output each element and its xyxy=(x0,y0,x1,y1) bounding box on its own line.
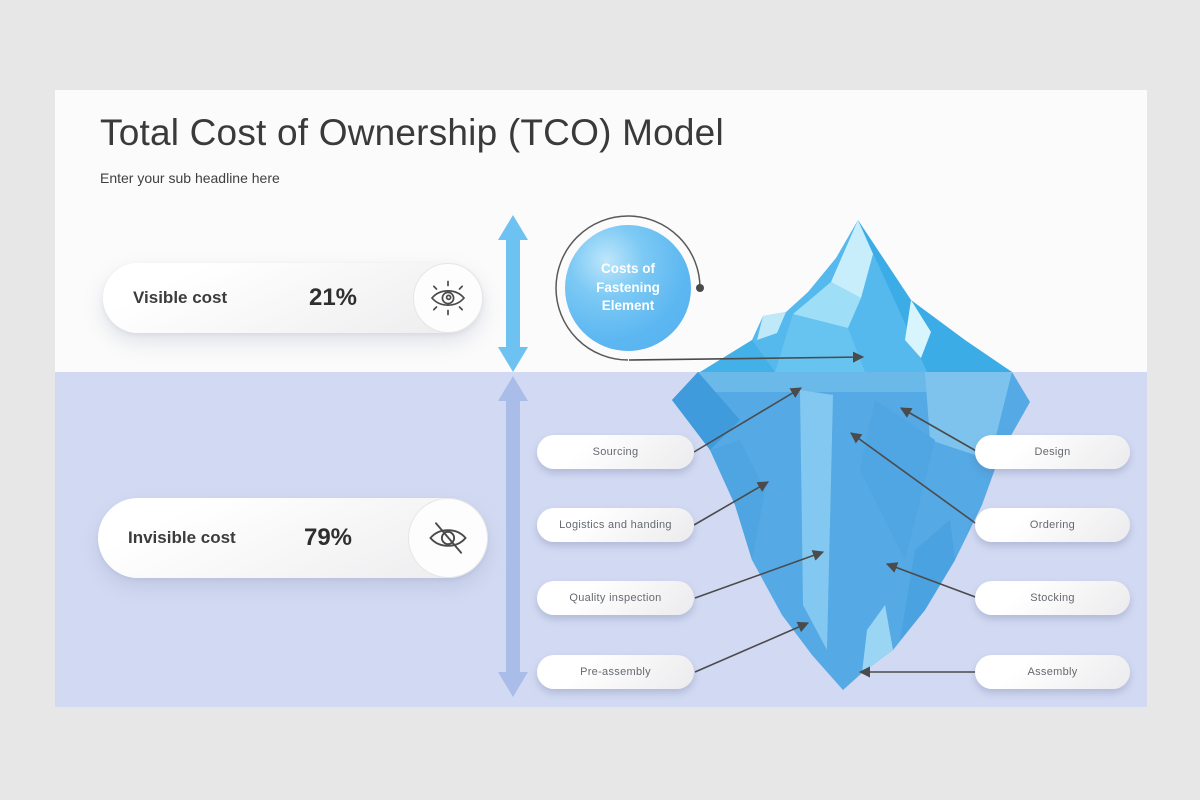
tag-ordering: Ordering xyxy=(975,508,1130,542)
tag-stocking-label: Stocking xyxy=(1030,592,1075,604)
connector-dot xyxy=(696,284,704,292)
invisible-cost-pill: Invisible cost 79% xyxy=(98,498,488,578)
badge-line-1: Costs of xyxy=(601,260,655,276)
visible-range-arrow xyxy=(498,215,528,372)
tag-assembly-label: Assembly xyxy=(1027,666,1078,678)
tag-sourcing-label: Sourcing xyxy=(592,446,639,458)
visible-cost-label: Visible cost xyxy=(133,288,228,307)
tag-design: Design xyxy=(975,435,1130,469)
page-title: Total Cost of Ownership (TCO) Model xyxy=(100,112,724,153)
costs-badge: Costs of Fastening Element xyxy=(565,225,691,351)
tag-quality: Quality inspection xyxy=(537,581,694,615)
badge-line-3: Element xyxy=(601,298,655,314)
tag-design-label: Design xyxy=(1034,446,1071,458)
eye-off-icon xyxy=(429,522,467,554)
badge-line-2: Fastening xyxy=(596,279,660,295)
eye-icon xyxy=(430,280,466,316)
tag-stocking: Stocking xyxy=(975,581,1130,615)
invisible-cost-label: Invisible cost xyxy=(128,528,236,547)
iceberg-above-water xyxy=(700,220,1012,372)
tag-logistics: Logistics and handing xyxy=(537,508,694,542)
tag-logistics-label: Logistics and handing xyxy=(559,519,672,531)
tag-sourcing: Sourcing xyxy=(537,435,694,469)
invisible-cost-value: 79% xyxy=(303,524,353,551)
slide-card: Total Cost of Ownership (TCO) Model Ente… xyxy=(55,90,1147,707)
eye-icon-circle xyxy=(413,263,483,333)
tag-quality-label: Quality inspection xyxy=(569,592,662,604)
visible-cost-value: 21% xyxy=(308,284,358,311)
tag-assembly: Assembly xyxy=(975,655,1130,689)
visible-cost-pill: Visible cost 21% xyxy=(103,263,483,333)
tag-pre-assembly: Pre-assembly xyxy=(537,655,694,689)
page-subtitle: Enter your sub headline here xyxy=(100,170,280,186)
tag-pre-assembly-label: Pre-assembly xyxy=(580,666,651,678)
tag-ordering-label: Ordering xyxy=(1029,519,1076,531)
eye-off-icon-circle xyxy=(408,498,488,578)
